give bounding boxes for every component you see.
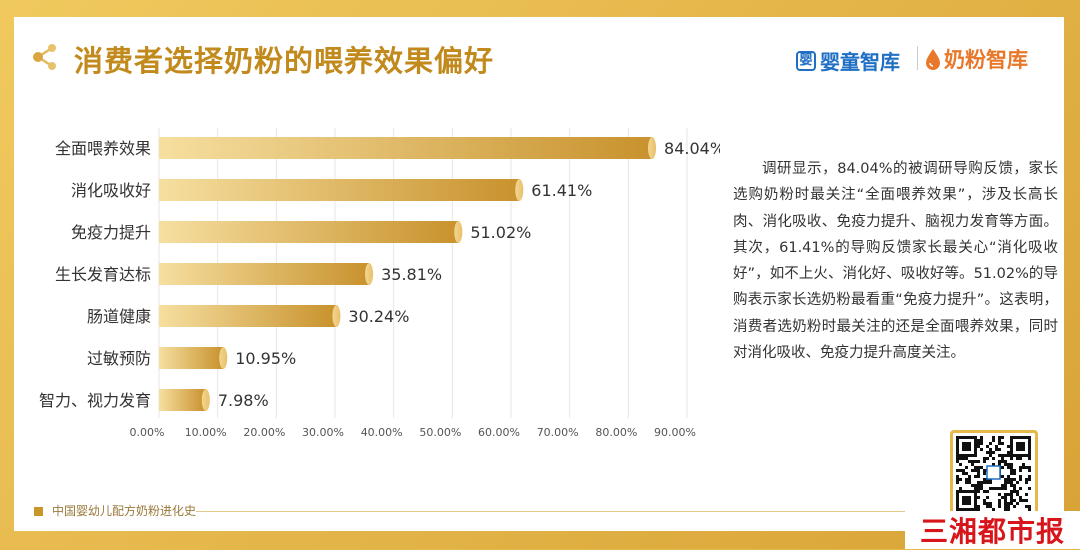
value-label: 84.04% bbox=[664, 139, 720, 158]
brand-naifen-label: 奶粉智库 bbox=[944, 48, 1028, 72]
x-tick-label: 50.00% bbox=[419, 426, 461, 439]
category-label: 智力、视力发育 bbox=[39, 391, 151, 410]
x-tick-label: 80.00% bbox=[595, 426, 637, 439]
brand-naifen: 奶粉智库 bbox=[925, 44, 1028, 74]
value-label: 35.81% bbox=[381, 265, 442, 284]
value-label: 51.02% bbox=[470, 223, 531, 242]
x-tick-label: 0.00% bbox=[130, 426, 165, 439]
value-label: 10.95% bbox=[235, 349, 296, 368]
page-title: 消费者选择奶粉的喂养效果偏好 bbox=[74, 44, 495, 78]
chart-labels: 0.00% 10.00% 20.00% 30.00% 40.00% 50.00% 60.00… bbox=[39, 139, 720, 439]
x-tick-label: 10.00% bbox=[185, 426, 227, 439]
x-tick-label: 60.00% bbox=[478, 426, 520, 439]
bar bbox=[159, 221, 459, 243]
category-label: 肠道健康 bbox=[87, 307, 151, 326]
bar-cap bbox=[219, 347, 228, 369]
x-tick-label: 20.00% bbox=[243, 426, 285, 439]
x-tick-label: 90.00% bbox=[654, 426, 696, 439]
value-label: 30.24% bbox=[348, 307, 409, 326]
bar bbox=[159, 347, 224, 369]
value-label: 7.98% bbox=[218, 391, 269, 410]
bar-cap bbox=[365, 263, 374, 285]
footer-divider bbox=[196, 511, 936, 512]
brand-yingtong-label: 婴童智库 bbox=[820, 50, 900, 74]
bar-cap bbox=[454, 221, 463, 243]
chart-bars bbox=[159, 137, 657, 411]
x-tick-label: 70.00% bbox=[537, 426, 579, 439]
bar bbox=[159, 305, 337, 327]
bar-chart: 0.00% 10.00% 20.00% 30.00% 40.00% 50.00% 60.00… bbox=[39, 128, 720, 439]
newspaper-stamp-text: 三湘都市报 bbox=[919, 515, 1065, 548]
value-label: 61.41% bbox=[531, 181, 592, 200]
bar-cap bbox=[201, 389, 210, 411]
bar bbox=[159, 389, 206, 411]
share-icon bbox=[33, 44, 56, 70]
bar bbox=[159, 263, 370, 285]
bar bbox=[159, 179, 520, 201]
baby-logo-icon: 婴 bbox=[796, 50, 816, 71]
category-label: 生长发育达标 bbox=[55, 265, 151, 284]
bar-cap bbox=[515, 179, 524, 201]
footer-marker bbox=[34, 507, 43, 516]
bar-cap bbox=[332, 305, 341, 327]
category-label: 消化吸收好 bbox=[71, 181, 151, 200]
x-tick-label: 30.00% bbox=[302, 426, 344, 439]
brand-divider bbox=[917, 46, 918, 70]
milk-drop-icon bbox=[926, 49, 940, 70]
category-label: 过敏预防 bbox=[87, 349, 151, 368]
x-tick-label: 40.00% bbox=[361, 426, 403, 439]
bar bbox=[159, 137, 653, 159]
description-text: 调研显示，84.04%的被调研导购反馈，家长选购奶粉时最关注“全面喂养效果”，涉… bbox=[733, 161, 1058, 362]
footer-text: 中国婴幼儿配方奶粉进化史 bbox=[52, 504, 197, 518]
category-label: 免疫力提升 bbox=[71, 223, 151, 242]
brand-yingtong: 婴 婴童智库 bbox=[796, 46, 900, 75]
category-label: 全面喂养效果 bbox=[55, 139, 151, 158]
qr-code-icon[interactable] bbox=[950, 430, 1038, 516]
newspaper-stamp: 三湘都市报 bbox=[905, 511, 1080, 549]
bar-cap bbox=[648, 137, 657, 159]
